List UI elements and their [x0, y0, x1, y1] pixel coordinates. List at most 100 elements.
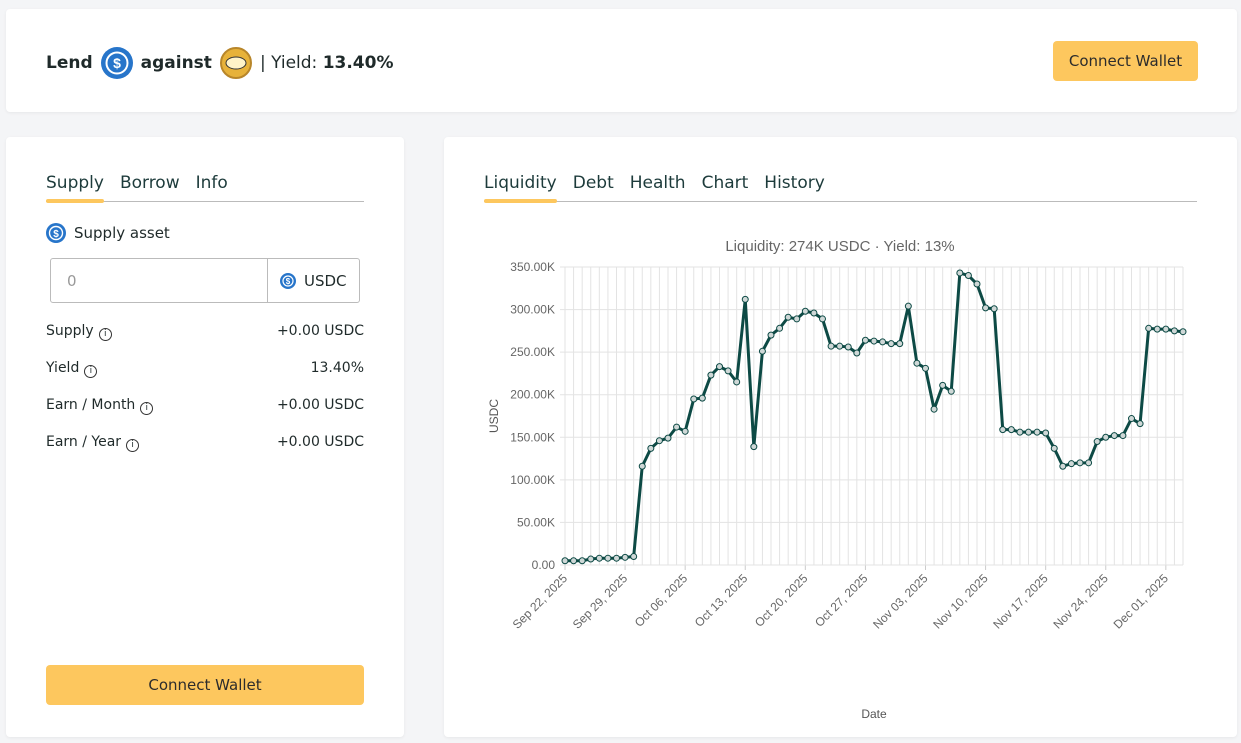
x-tick-label: Nov 10, 2025: [930, 571, 991, 632]
y-tick-label: 350.00K: [510, 260, 555, 274]
connect-wallet-button[interactable]: Connect Wallet: [46, 665, 364, 705]
point: [1093, 438, 1101, 446]
row-value: +0.00 USDC: [276, 397, 364, 413]
point: [810, 309, 818, 317]
point: [930, 405, 938, 413]
x-tick-label: Oct 06, 2025: [632, 571, 691, 630]
tab[interactable]: Supply: [46, 173, 104, 203]
point: [1076, 459, 1084, 467]
chart: Liquidity: 274K USDC · Yield: 13% Sep 22,…: [487, 238, 1187, 721]
y-tick-label: 0.00: [532, 558, 556, 572]
y-tick-label: 250.00K: [510, 345, 555, 359]
point: [647, 444, 655, 452]
point: [664, 434, 672, 442]
point: [922, 364, 929, 372]
info-row: Yield i 13.40%: [46, 360, 364, 378]
tab[interactable]: Debt: [572, 173, 614, 193]
x-tick-label: Nov 17, 2025: [990, 571, 1051, 632]
yield-label: | Yield:: [259, 53, 318, 73]
point: [690, 395, 698, 403]
row-value: +0.00 USDC: [276, 434, 364, 450]
x-tick-label: Sep 29, 2025: [570, 571, 631, 632]
usdc-icon: $: [46, 223, 66, 243]
point: [1016, 428, 1024, 436]
point: [776, 324, 784, 332]
point: [793, 315, 801, 323]
point: [741, 295, 749, 303]
amount-input[interactable]: 0 $ USDC: [50, 258, 360, 303]
point: [1162, 325, 1170, 333]
point: [861, 336, 869, 344]
point: [784, 313, 792, 321]
point: [982, 304, 990, 312]
point: [999, 426, 1007, 434]
asset-name: USDC: [304, 271, 347, 290]
point: [939, 381, 947, 389]
point: [767, 331, 775, 339]
point: [630, 552, 638, 560]
point: [1136, 420, 1144, 428]
right-card: Liquidity Debt Health Chart History Liqu…: [444, 137, 1237, 737]
x-tick-label: Oct 27, 2025: [812, 571, 871, 630]
point: [1085, 459, 1093, 467]
x-tick-label: Nov 24, 2025: [1050, 571, 1111, 632]
point: [896, 340, 904, 348]
header-title: Lend $ against | Yield: 13.40%: [46, 47, 394, 79]
point: [1042, 429, 1050, 437]
x-tick-label: Nov 03, 2025: [870, 571, 931, 632]
chart-title: Liquidity: 274K USDC · Yield: 13%: [725, 238, 954, 255]
point: [956, 269, 964, 277]
point: [1033, 428, 1041, 436]
row-label: Yield: [46, 360, 80, 376]
point: [758, 347, 766, 355]
point: [698, 394, 706, 402]
tab[interactable]: Liquidity: [484, 173, 557, 203]
point: [801, 307, 809, 315]
point: [819, 315, 826, 323]
point: [595, 554, 603, 562]
y-tick-label: 300.00K: [510, 303, 555, 317]
point: [638, 462, 646, 470]
tab[interactable]: Chart: [701, 173, 749, 193]
y-tick-label: 100.00K: [510, 473, 555, 487]
point: [1145, 324, 1153, 332]
point: [570, 557, 578, 565]
left-tabs: Supply Borrow Info: [46, 173, 364, 203]
row-label: Earn / Month: [46, 397, 136, 413]
tab[interactable]: Info: [195, 173, 228, 193]
tab[interactable]: Borrow: [119, 173, 180, 193]
row-label: Supply: [46, 323, 94, 339]
svg-text:$: $: [113, 55, 121, 71]
row-value: +0.00 USDC: [276, 323, 364, 339]
tab[interactable]: Health: [629, 173, 686, 193]
x-axis-label: Date: [861, 707, 887, 721]
point: [1059, 462, 1067, 470]
point: [655, 437, 663, 445]
info-row: Earn / Month i +0.00 USDC: [46, 397, 364, 415]
point: [587, 555, 595, 563]
point: [870, 337, 878, 345]
left-card: Supply Borrow Info $ Supply asset 0 $ US…: [6, 137, 404, 737]
point: [1153, 325, 1161, 333]
y-tick-label: 150.00K: [510, 430, 555, 444]
point: [1110, 432, 1118, 440]
point: [578, 557, 586, 565]
point: [879, 338, 887, 346]
connect-wallet-button[interactable]: Connect Wallet: [1053, 41, 1198, 81]
svg-text:$: $: [53, 229, 59, 240]
collateral-icon: [219, 47, 252, 79]
svg-text:$: $: [286, 277, 291, 286]
point: [973, 280, 981, 288]
point: [681, 427, 689, 435]
point: [913, 359, 921, 367]
point: [990, 305, 998, 313]
point: [750, 443, 758, 451]
asset-select[interactable]: $ USDC: [267, 259, 360, 302]
x-tick-label: Oct 20, 2025: [752, 571, 811, 630]
lend: Lend: [46, 53, 93, 73]
header-card: Lend $ against | Yield: 13.40% Connect W…: [6, 9, 1237, 112]
point: [836, 342, 844, 350]
x-tick-label: Sep 22, 2025: [510, 571, 571, 632]
tab[interactable]: History: [764, 173, 825, 193]
supply-asset: $ Supply asset: [46, 223, 170, 243]
